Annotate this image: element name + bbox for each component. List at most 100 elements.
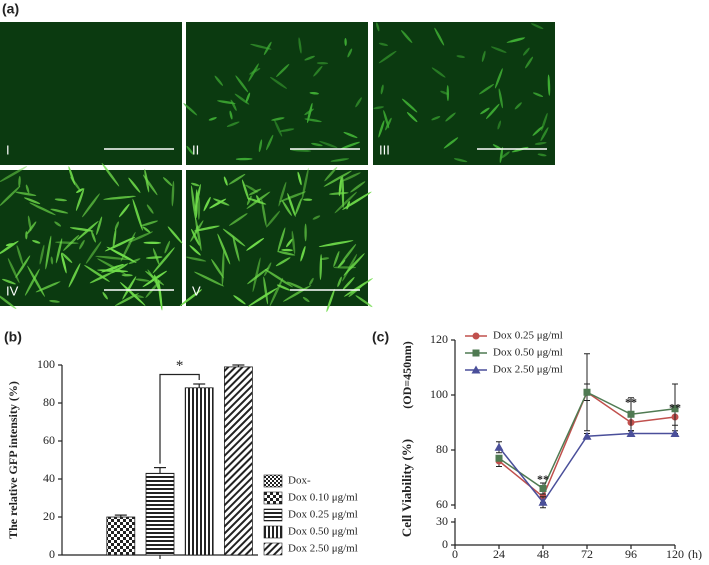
bar (223, 366, 253, 556)
cell (318, 240, 354, 247)
cell (298, 37, 302, 54)
cell (91, 230, 96, 243)
marker (471, 365, 481, 374)
cell (82, 193, 100, 218)
cell (355, 97, 362, 108)
x-tick-label: 72 (581, 547, 593, 560)
cell (490, 46, 507, 53)
cell (162, 177, 173, 187)
micrograph (373, 22, 555, 165)
panel-label: (a) (2, 1, 19, 17)
cell (89, 271, 114, 284)
cell (68, 166, 76, 185)
cell (154, 274, 160, 292)
cell (481, 50, 486, 62)
series-line (498, 432, 675, 504)
cell (339, 243, 357, 266)
significance-bracket (159, 373, 200, 464)
cell (185, 256, 207, 262)
cell (101, 162, 120, 187)
cell (246, 191, 271, 209)
cell (27, 265, 45, 297)
cell (313, 65, 323, 77)
cell (324, 166, 338, 182)
cell (319, 254, 323, 280)
cell (45, 235, 52, 270)
cell (534, 141, 547, 145)
y-tick-label: 0 (442, 537, 448, 551)
marker (671, 405, 679, 413)
cell (309, 91, 319, 95)
cell (0, 185, 21, 207)
panel-label: (b) (4, 329, 22, 345)
legend-label: Dox 0.25 μg/ml (288, 509, 358, 521)
cell (75, 188, 85, 211)
cell (217, 233, 231, 265)
cell (263, 41, 272, 56)
cell (494, 68, 503, 89)
cell (443, 137, 459, 149)
cell (191, 185, 197, 221)
y-tick-label: 60 (436, 497, 448, 511)
cell (278, 181, 287, 207)
cell (434, 27, 445, 46)
legend-swatch (263, 474, 283, 488)
bar (106, 516, 136, 556)
cell (54, 198, 67, 202)
cell (233, 295, 246, 305)
cell (541, 112, 548, 132)
y-tick-label: 60 (43, 433, 55, 447)
marker (539, 485, 547, 492)
cell (341, 176, 345, 209)
cell (281, 248, 293, 252)
cell (15, 255, 31, 279)
cell (146, 204, 154, 214)
cell (25, 184, 30, 194)
cell (39, 244, 45, 265)
cell (514, 102, 522, 110)
cell (142, 226, 151, 233)
cell (333, 250, 340, 267)
cell (343, 253, 365, 276)
cell (24, 268, 40, 296)
panel-label: (c) (372, 329, 389, 345)
cell (223, 176, 228, 186)
cell (304, 55, 315, 61)
cell (245, 184, 258, 193)
cell (445, 112, 456, 122)
y-tick-label: 100 (430, 387, 448, 401)
cell (122, 276, 137, 300)
legend-label: Dox 0.10 μg/ml (288, 492, 358, 504)
cell (431, 116, 441, 121)
marker (494, 442, 504, 451)
cell (497, 120, 502, 130)
cell (376, 22, 380, 32)
cell (111, 263, 129, 274)
cell (76, 220, 99, 241)
y-axis-unit: (OD=450nm) (400, 341, 414, 409)
cell (79, 239, 85, 250)
micrograph (186, 22, 368, 165)
cell (350, 181, 366, 193)
y-tick-label: 80 (43, 395, 55, 409)
cell (311, 142, 323, 147)
cell (263, 276, 269, 305)
cell (373, 106, 384, 110)
cell (50, 208, 69, 214)
cell (431, 67, 446, 78)
cell (49, 299, 60, 303)
cell (498, 88, 503, 109)
cell (509, 37, 525, 43)
cell (453, 158, 468, 163)
cell (480, 107, 490, 115)
legend-label: Dox 0.25 μg/ml (493, 330, 563, 342)
cell (258, 139, 263, 153)
y-tick-label: 0 (49, 547, 55, 560)
cell (102, 292, 108, 300)
cell (266, 134, 274, 151)
cell (274, 119, 283, 137)
cell (304, 223, 307, 242)
marker (495, 454, 503, 462)
cell (378, 50, 397, 64)
